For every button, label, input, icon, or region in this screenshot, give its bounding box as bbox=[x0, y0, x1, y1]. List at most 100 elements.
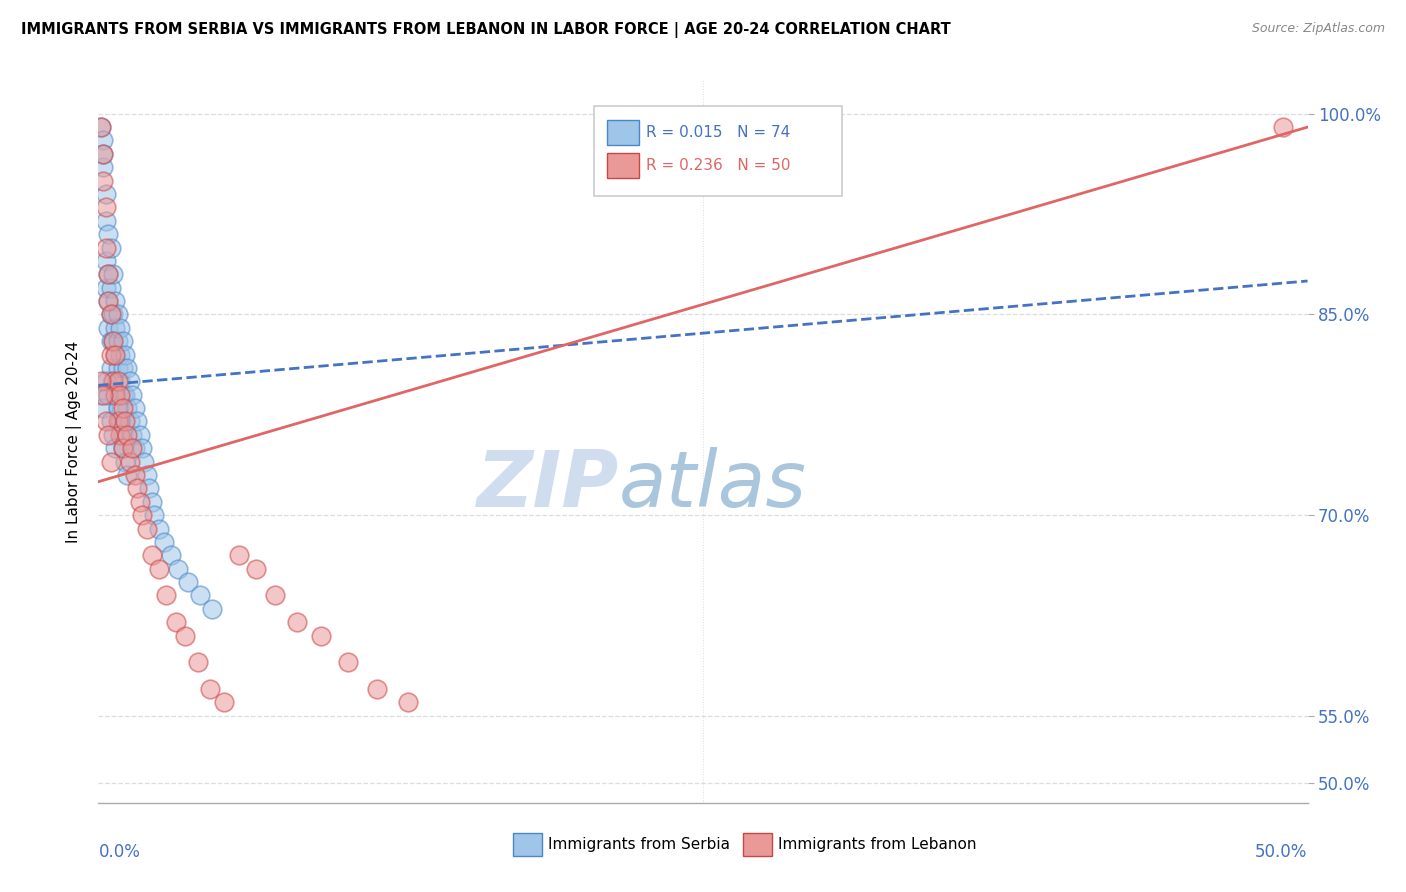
Point bbox=[108, 347, 131, 362]
Point bbox=[336, 655, 359, 669]
Point bbox=[100, 307, 122, 321]
Text: Immigrants from Lebanon: Immigrants from Lebanon bbox=[778, 838, 977, 852]
Point bbox=[100, 334, 122, 348]
Point bbox=[228, 548, 250, 562]
Point bbox=[111, 387, 134, 401]
Point bbox=[212, 695, 235, 709]
Point bbox=[104, 387, 127, 401]
Point bbox=[101, 374, 124, 388]
Point bbox=[131, 441, 153, 455]
Point bbox=[97, 227, 120, 241]
Text: 0.0%: 0.0% bbox=[98, 843, 141, 861]
Point bbox=[91, 387, 114, 401]
Point bbox=[101, 334, 124, 348]
Point bbox=[101, 427, 124, 442]
Point bbox=[108, 427, 131, 442]
Point bbox=[94, 213, 117, 227]
Point bbox=[396, 695, 419, 709]
FancyBboxPatch shape bbox=[595, 105, 842, 196]
Point bbox=[101, 267, 124, 281]
Point bbox=[101, 307, 124, 321]
Point bbox=[117, 401, 139, 415]
Point bbox=[124, 401, 146, 415]
Point bbox=[121, 427, 143, 442]
Point bbox=[128, 494, 150, 508]
Point bbox=[91, 146, 114, 161]
Point bbox=[100, 454, 122, 468]
Point bbox=[94, 414, 117, 428]
Point bbox=[124, 467, 146, 482]
Point bbox=[90, 120, 112, 134]
Point bbox=[127, 414, 149, 428]
Point bbox=[188, 589, 211, 603]
Point bbox=[174, 628, 197, 642]
Point bbox=[104, 320, 127, 334]
Point bbox=[111, 401, 134, 415]
FancyBboxPatch shape bbox=[607, 153, 638, 178]
Point bbox=[90, 374, 112, 388]
Point bbox=[148, 521, 170, 535]
Point bbox=[91, 133, 114, 147]
Point bbox=[97, 293, 120, 308]
Point bbox=[108, 320, 131, 334]
Point bbox=[135, 467, 157, 482]
Point bbox=[104, 347, 127, 362]
Point bbox=[111, 427, 134, 442]
Point bbox=[111, 441, 134, 455]
Text: Immigrants from Serbia: Immigrants from Serbia bbox=[548, 838, 730, 852]
Point bbox=[309, 628, 332, 642]
Point bbox=[90, 387, 112, 401]
Point bbox=[100, 414, 122, 428]
Point bbox=[100, 280, 122, 294]
Point bbox=[91, 401, 114, 415]
Point bbox=[165, 615, 187, 630]
Point bbox=[117, 467, 139, 482]
Point bbox=[94, 374, 117, 388]
Point bbox=[285, 615, 308, 630]
Point bbox=[107, 374, 129, 388]
Text: Source: ZipAtlas.com: Source: ZipAtlas.com bbox=[1251, 22, 1385, 36]
Point bbox=[107, 307, 129, 321]
Point bbox=[91, 173, 114, 187]
Point bbox=[94, 280, 117, 294]
Point bbox=[118, 414, 141, 428]
Point bbox=[114, 347, 136, 362]
Point bbox=[91, 146, 114, 161]
Point bbox=[134, 454, 156, 468]
Point bbox=[97, 427, 120, 442]
Point bbox=[128, 427, 150, 442]
Point bbox=[121, 387, 143, 401]
Point bbox=[97, 387, 120, 401]
Point bbox=[366, 682, 388, 697]
Point bbox=[187, 655, 209, 669]
Point bbox=[111, 441, 134, 455]
Point bbox=[100, 347, 122, 362]
Point bbox=[94, 253, 117, 268]
Point bbox=[107, 334, 129, 348]
Point bbox=[155, 589, 177, 603]
Point bbox=[108, 387, 131, 401]
Point bbox=[167, 561, 190, 575]
Point bbox=[152, 534, 174, 549]
Point bbox=[101, 334, 124, 348]
FancyBboxPatch shape bbox=[513, 833, 543, 856]
Point bbox=[138, 482, 160, 496]
Text: atlas: atlas bbox=[619, 447, 806, 523]
Point bbox=[104, 441, 127, 455]
Point bbox=[97, 267, 120, 281]
Point bbox=[94, 240, 117, 254]
Point bbox=[100, 307, 122, 321]
Point bbox=[118, 454, 141, 468]
Point bbox=[124, 441, 146, 455]
Point bbox=[141, 494, 163, 508]
Point bbox=[117, 427, 139, 442]
Point bbox=[97, 267, 120, 281]
Point bbox=[111, 360, 134, 375]
Point bbox=[100, 360, 122, 375]
FancyBboxPatch shape bbox=[607, 120, 638, 145]
Point bbox=[118, 374, 141, 388]
Point bbox=[108, 414, 131, 428]
Point bbox=[101, 374, 124, 388]
Point bbox=[94, 200, 117, 214]
Text: IMMIGRANTS FROM SERBIA VS IMMIGRANTS FROM LEBANON IN LABOR FORCE | AGE 20-24 COR: IMMIGRANTS FROM SERBIA VS IMMIGRANTS FRO… bbox=[21, 22, 950, 38]
